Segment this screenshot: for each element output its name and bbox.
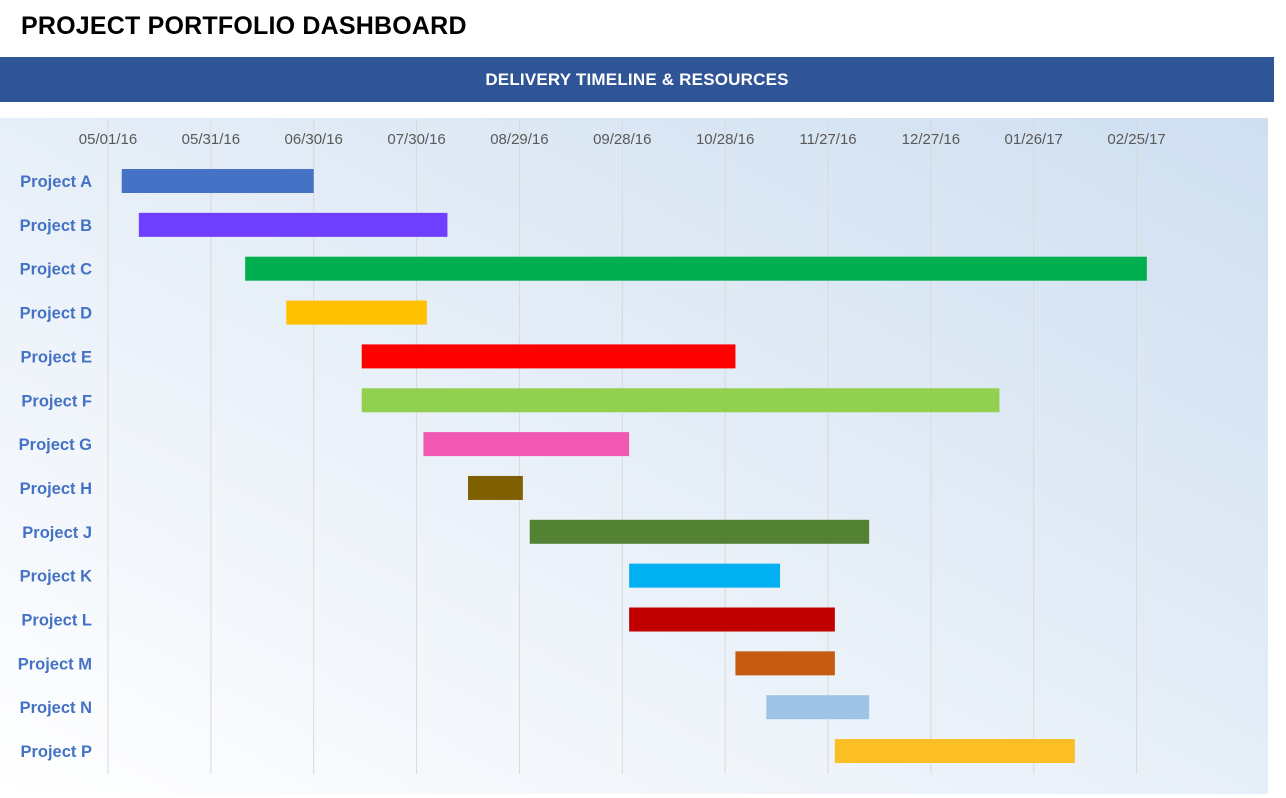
x-tick-label: 06/30/16 — [285, 131, 343, 148]
project-label: Project M — [18, 655, 92, 673]
gantt-bar[interactable] — [121, 169, 314, 193]
project-label: Project J — [22, 524, 92, 542]
banner-title: DELIVERY TIMELINE & RESOURCES — [485, 69, 789, 89]
gantt-bar[interactable] — [735, 651, 835, 676]
project-label: Project D — [20, 305, 93, 323]
x-tick-label: 05/01/16 — [79, 131, 137, 148]
x-tick-label: 05/31/16 — [182, 131, 240, 148]
project-label: Project L — [21, 612, 92, 630]
project-label: Project H — [20, 480, 92, 498]
x-tick-label: 11/27/16 — [799, 131, 856, 148]
gantt-bar[interactable] — [286, 300, 427, 325]
x-tick-label: 12/27/16 — [902, 131, 960, 148]
page-title: PROJECT PORTFOLIO DASHBOARD — [21, 12, 467, 40]
gantt-bar[interactable] — [361, 344, 736, 369]
project-label: Project K — [20, 568, 93, 586]
project-label: Project C — [20, 261, 93, 279]
x-tick-label: 10/28/16 — [696, 131, 754, 148]
project-label: Project B — [20, 217, 93, 235]
gantt-bar[interactable] — [629, 563, 780, 588]
gantt-bar[interactable] — [138, 212, 448, 237]
gantt-bar[interactable] — [423, 432, 630, 457]
gantt-chart-area: 05/01/16 05/31/16 06/30/16 07/30/16 08/29/16… — [0, 118, 1268, 794]
gantt-bar[interactable] — [245, 256, 1147, 281]
gantt-bar[interactable] — [468, 475, 523, 500]
project-label: Project P — [20, 743, 92, 761]
section-banner: DELIVERY TIMELINE & RESOURCES — [0, 57, 1274, 102]
gantt-bar[interactable] — [766, 695, 870, 720]
project-label: Project N — [20, 699, 92, 717]
x-tick-label: 01/26/17 — [1005, 131, 1063, 148]
project-label: Project E — [20, 348, 92, 366]
gantt-bar[interactable] — [529, 519, 870, 544]
project-label: Project G — [19, 436, 92, 454]
project-label: Project A — [20, 173, 92, 191]
x-tick-label: 09/28/16 — [593, 131, 651, 148]
gantt-bar[interactable] — [834, 739, 1075, 764]
gantt-bar[interactable] — [361, 388, 1000, 413]
gantt-bar[interactable] — [629, 607, 835, 632]
x-tick-label: 02/25/17 — [1107, 131, 1165, 148]
gantt-chart: 05/01/16 05/31/16 06/30/16 07/30/16 08/29/16… — [0, 118, 1268, 794]
x-tick-label: 07/30/16 — [387, 131, 445, 148]
project-label: Project F — [21, 392, 92, 410]
x-tick-label: 08/29/16 — [490, 131, 548, 148]
